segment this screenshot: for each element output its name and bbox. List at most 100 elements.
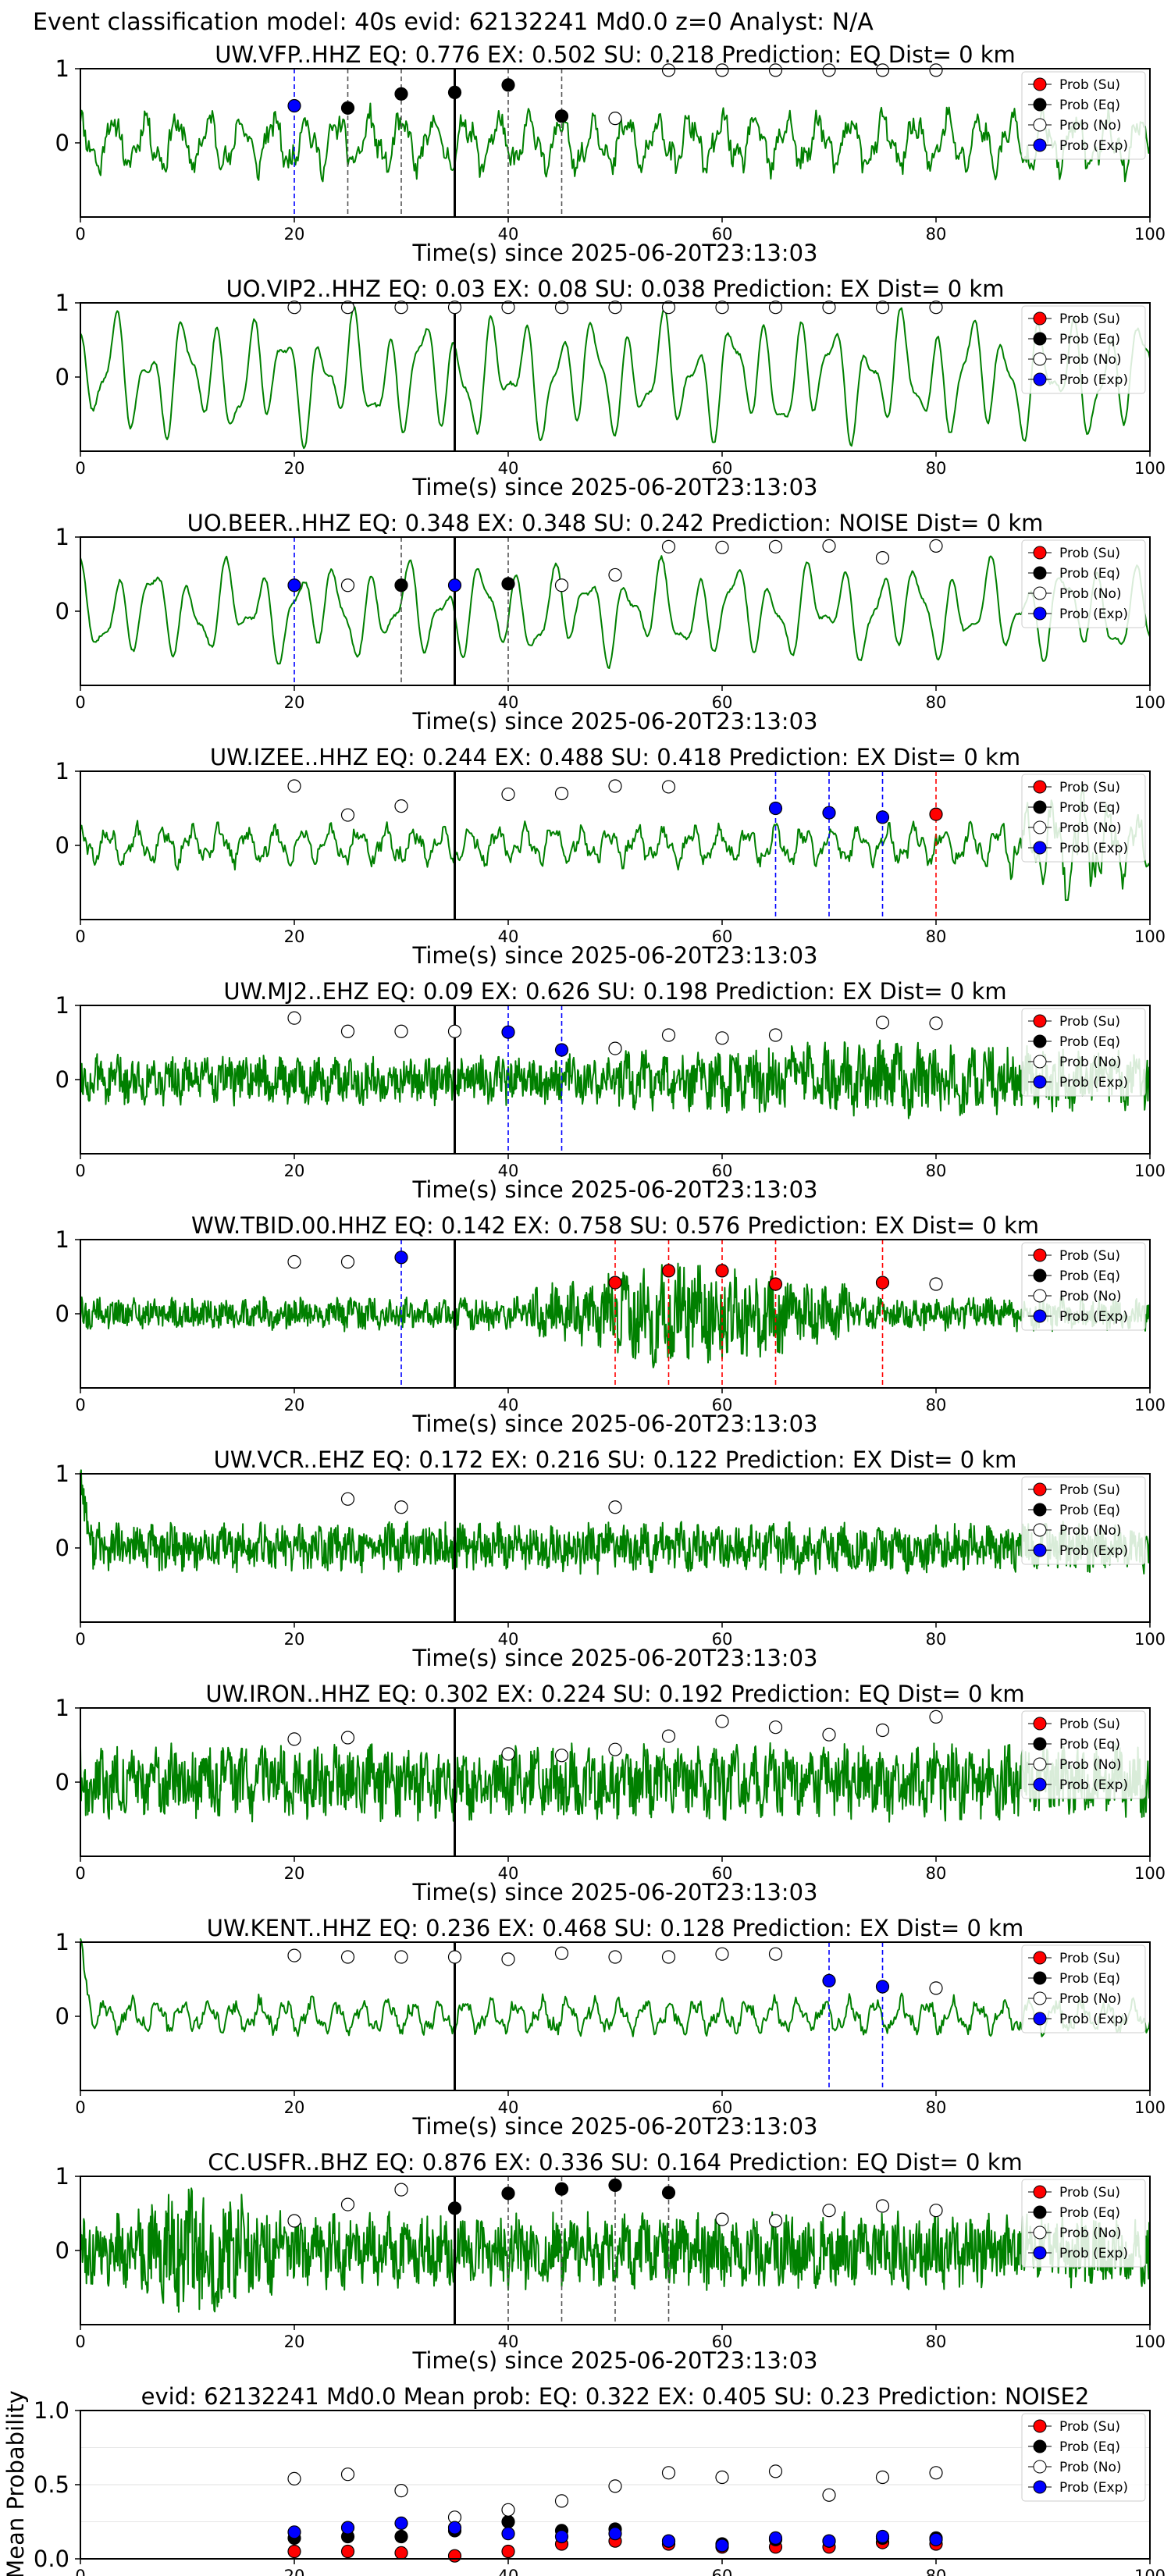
y-tick-label: 0 bbox=[55, 832, 69, 859]
legend-label-exp: Prob (Exp) bbox=[1059, 607, 1128, 622]
prob-marker-no bbox=[340, 1254, 355, 1269]
panel-title: UW.KENT..HHZ EQ: 0.236 EX: 0.468 SU: 0.1… bbox=[207, 1915, 1023, 1941]
legend-label-eq: Prob (Eq) bbox=[1059, 1268, 1120, 1284]
legend-marker-su bbox=[1033, 77, 1047, 91]
legend-marker-eq bbox=[1033, 1971, 1047, 1985]
x-tick-label: 40 bbox=[498, 2567, 519, 2576]
prob-marker-eq bbox=[501, 577, 515, 591]
mean-prob-marker-su bbox=[287, 2544, 301, 2559]
x-tick-label: 40 bbox=[498, 225, 519, 244]
legend-marker-exp bbox=[1033, 1777, 1047, 1791]
prob-marker-exp bbox=[875, 810, 890, 824]
panel-5: UW.MJ2..EHZ EQ: 0.09 EX: 0.626 SU: 0.198… bbox=[55, 978, 1166, 1203]
x-tick-label: 20 bbox=[284, 2098, 305, 2117]
prob-marker-eq bbox=[501, 78, 515, 92]
x-tick-label: 0 bbox=[75, 1864, 85, 1883]
legend-marker-eq bbox=[1033, 1503, 1047, 1517]
legend-label-no: Prob (No) bbox=[1059, 2226, 1122, 2241]
prob-marker-no bbox=[929, 1016, 943, 1030]
prob-marker-no bbox=[447, 301, 462, 315]
prob-marker-no bbox=[501, 1747, 515, 1761]
x-tick-label: 20 bbox=[284, 927, 305, 946]
mean-prob-marker-no bbox=[340, 2467, 355, 2482]
y-tick-label: 0 bbox=[55, 1535, 69, 1561]
x-tick-label: 100 bbox=[1134, 2332, 1166, 2351]
prob-marker-su bbox=[768, 1277, 783, 1291]
x-axis-label: Time(s) since 2025-06-20T23:13:03 bbox=[412, 1645, 818, 1671]
x-tick-label: 80 bbox=[926, 2098, 947, 2117]
mean-prob-marker-exp bbox=[661, 2534, 676, 2548]
x-tick-label: 80 bbox=[926, 927, 947, 946]
prob-marker-no bbox=[340, 808, 355, 822]
legend-marker-eq bbox=[1033, 1737, 1047, 1751]
legend-box bbox=[1021, 2413, 1146, 2502]
x-tick-label: 20 bbox=[284, 1630, 305, 1649]
x-tick-label: 60 bbox=[712, 2098, 733, 2117]
legend-label-exp: Prob (Exp) bbox=[1059, 138, 1128, 154]
legend-marker-exp bbox=[1033, 841, 1047, 855]
prob-marker-no bbox=[768, 539, 783, 553]
prob-marker-exp bbox=[394, 1251, 408, 1265]
legend-label-no: Prob (No) bbox=[1059, 820, 1122, 836]
x-tick-label: 80 bbox=[926, 225, 947, 244]
legend-label-su: Prob (Su) bbox=[1059, 311, 1120, 327]
x-tick-label: 80 bbox=[926, 459, 947, 478]
x-tick-label: 20 bbox=[284, 1162, 305, 1180]
prob-marker-no bbox=[875, 63, 890, 77]
mean-prob-marker-exp bbox=[340, 2521, 355, 2535]
prob-marker-no bbox=[608, 301, 622, 315]
y-tick-label: 1 bbox=[55, 55, 69, 82]
prob-marker-no bbox=[287, 1011, 301, 1025]
y-tick-label: 0 bbox=[55, 1066, 69, 1093]
prob-marker-no bbox=[554, 301, 569, 315]
panel-7: UW.VCR..EHZ EQ: 0.172 EX: 0.216 SU: 0.12… bbox=[55, 1446, 1166, 1671]
prob-marker-exp bbox=[447, 578, 462, 592]
prob-marker-no bbox=[929, 1981, 943, 1995]
legend-label-exp: Prob (Exp) bbox=[1059, 841, 1128, 856]
mean-prob-marker-no bbox=[287, 2471, 301, 2485]
prob-marker-no bbox=[768, 1947, 783, 1961]
prob-marker-su bbox=[661, 1264, 676, 1278]
prob-marker-no bbox=[287, 779, 301, 793]
prob-marker-no bbox=[822, 301, 836, 315]
prob-marker-no bbox=[875, 550, 890, 565]
x-tick-label: 80 bbox=[926, 693, 947, 712]
prob-marker-no bbox=[661, 1729, 676, 1743]
legend-marker-no bbox=[1033, 820, 1047, 834]
legend-marker-no bbox=[1033, 1757, 1047, 1771]
prob-marker-no bbox=[340, 301, 355, 315]
legend-box bbox=[1021, 1242, 1146, 1331]
mean-prob-marker-exp bbox=[287, 2525, 301, 2539]
prob-marker-no bbox=[447, 1950, 462, 1964]
x-tick-label: 20 bbox=[284, 2567, 305, 2576]
legend-label-no: Prob (No) bbox=[1059, 118, 1122, 133]
prob-marker-no bbox=[875, 2199, 890, 2213]
prob-marker-no bbox=[768, 301, 783, 315]
prob-marker-exp bbox=[501, 1025, 515, 1039]
prob-marker-no bbox=[661, 1028, 676, 1042]
x-tick-label: 100 bbox=[1134, 459, 1166, 478]
legend-label-su: Prob (Su) bbox=[1059, 2185, 1120, 2201]
prob-marker-exp bbox=[287, 578, 301, 592]
x-axis-label: Time(s) since 2025-06-20T23:13:03 bbox=[412, 1879, 818, 1905]
prob-marker-su bbox=[929, 807, 943, 821]
prob-marker-no bbox=[929, 63, 943, 77]
legend-marker-eq bbox=[1033, 566, 1047, 580]
legend-box bbox=[1021, 1008, 1146, 1097]
legend-box bbox=[1021, 1476, 1146, 1565]
mean-prob-marker-no bbox=[715, 2470, 729, 2485]
x-tick-label: 60 bbox=[712, 2567, 733, 2576]
legend-label-su: Prob (Su) bbox=[1059, 77, 1120, 93]
legend-marker-su bbox=[1033, 2185, 1047, 2199]
x-tick-label: 40 bbox=[498, 1864, 519, 1883]
y-tick-label: 0 bbox=[55, 130, 69, 156]
panel-10: CC.USFR..BHZ EQ: 0.876 EX: 0.336 SU: 0.1… bbox=[55, 2149, 1166, 2374]
x-axis-label: Time(s) since 2025-06-20T23:13:03 bbox=[412, 942, 818, 969]
legend-label-su: Prob (Su) bbox=[1059, 1482, 1120, 1498]
waveform-trace bbox=[80, 305, 1151, 450]
x-tick-label: 20 bbox=[284, 693, 305, 712]
x-tick-label: 40 bbox=[498, 2098, 519, 2117]
prob-marker-no bbox=[715, 540, 729, 554]
prob-marker-no bbox=[929, 1710, 943, 1724]
